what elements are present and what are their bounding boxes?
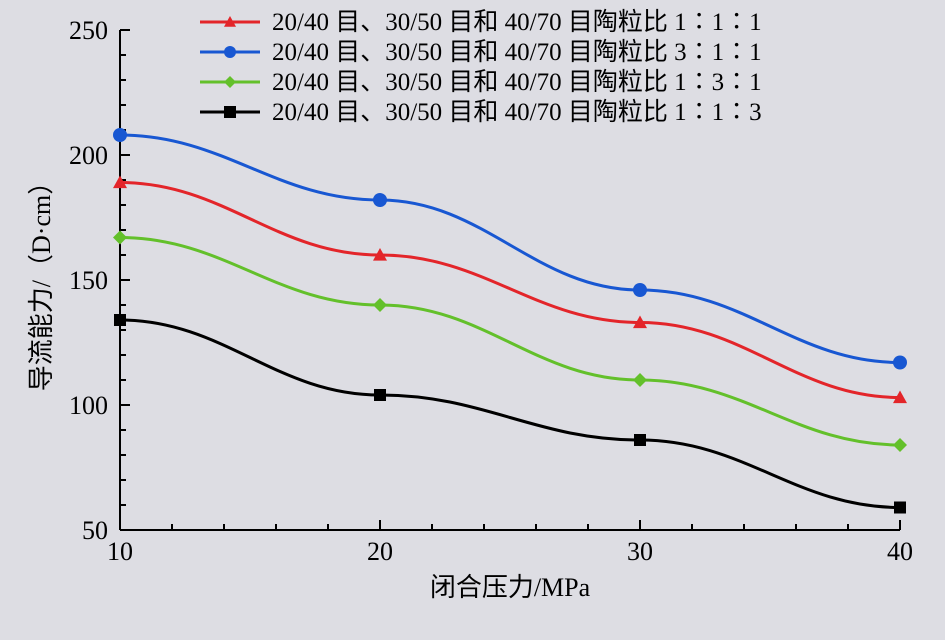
legend-item-label: 20/40 目、30/50 目和 40/70 目陶粒比 1∶1∶1 (272, 8, 762, 36)
y-axis-title: 导流能力/（D·cm） (27, 169, 56, 391)
x-tick-label: 40 (887, 537, 913, 566)
legend-item-label: 20/40 目、30/50 目和 40/70 目陶粒比 3∶1∶1 (272, 38, 762, 66)
line-chart: 10 20 30 40 50 100 150 200 250 闭合压力/MPa 导流能力/（D·cm… (0, 0, 945, 640)
chart-svg: 10 20 30 40 50 100 150 200 250 闭合压力/MPa 导流能力/（D·cm… (0, 0, 945, 640)
legend-item-label: 20/40 目、30/50 目和 40/70 目陶粒比 1∶1∶3 (272, 98, 762, 126)
y-tick-label: 100 (69, 391, 108, 420)
x-axis-title: 闭合压力/MPa (430, 573, 591, 602)
y-tick-label: 50 (82, 516, 108, 545)
y-tick-label: 200 (69, 141, 108, 170)
x-tick-label: 10 (107, 537, 133, 566)
x-tick-label: 30 (627, 537, 653, 566)
y-tick-label: 250 (69, 16, 108, 45)
x-tick-label: 20 (367, 537, 393, 566)
y-tick-label: 150 (69, 266, 108, 295)
legend-item-label: 20/40 目、30/50 目和 40/70 目陶粒比 1∶3∶1 (272, 68, 762, 96)
